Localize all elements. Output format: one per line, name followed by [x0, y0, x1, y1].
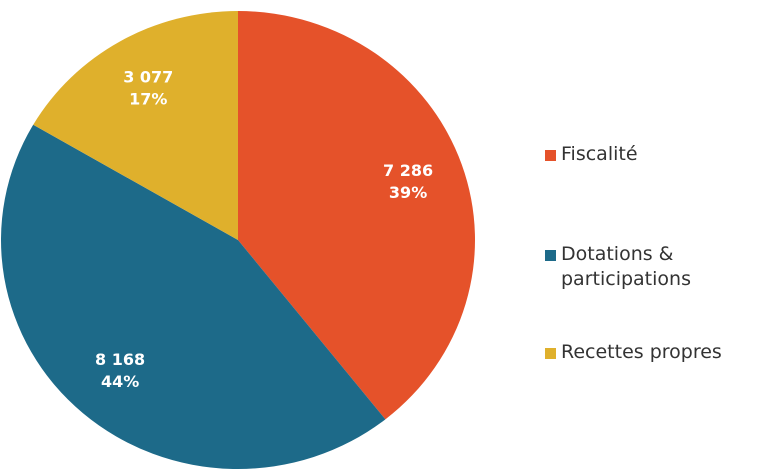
legend-label: Dotations & participations [561, 243, 691, 290]
value-label: 3 077 [123, 68, 173, 87]
slice [1, 124, 386, 469]
legend-label: Recettes propres [561, 341, 722, 363]
legend-swatch [545, 250, 556, 261]
legend-swatch [545, 348, 556, 359]
slice [33, 11, 238, 240]
legend-item: Fiscalité [545, 142, 751, 167]
legend-swatch [545, 150, 556, 161]
slice [238, 11, 476, 420]
value-label: 8 168 [95, 350, 145, 369]
legend-item: Recettes propres [545, 340, 751, 365]
legend-label: Fiscalité [561, 143, 638, 165]
value-label: 7 286 [383, 161, 433, 180]
percent-label: 44% [101, 372, 139, 391]
legend-item: Dotations & participations [545, 242, 711, 292]
percent-label: 17% [129, 90, 167, 109]
percent-label: 39% [389, 183, 427, 202]
